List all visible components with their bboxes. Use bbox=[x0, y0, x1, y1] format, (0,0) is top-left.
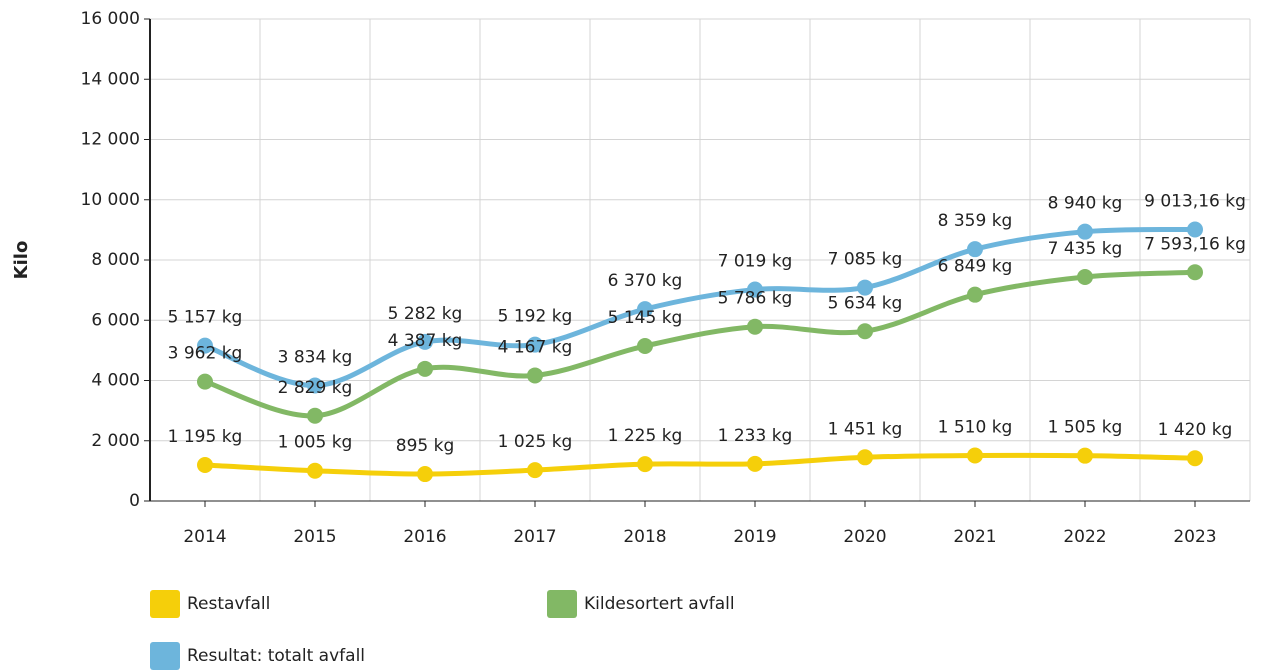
data-label: 9 013,16 kg bbox=[1144, 191, 1246, 211]
data-label: 1 225 kg bbox=[608, 426, 683, 446]
y-tick-label: 2 000 bbox=[91, 431, 140, 451]
data-point bbox=[417, 333, 433, 350]
x-tick-label: 2016 bbox=[403, 527, 446, 547]
data-point bbox=[417, 466, 433, 483]
y-tick-label: 12 000 bbox=[81, 130, 140, 150]
data-point bbox=[857, 449, 873, 466]
data-point bbox=[967, 286, 983, 303]
data-label: 4 387 kg bbox=[388, 331, 463, 351]
data-label: 8 940 kg bbox=[1048, 194, 1123, 214]
data-label: 1 420 kg bbox=[1158, 420, 1233, 440]
x-tick-label: 2015 bbox=[293, 527, 336, 547]
data-label: 5 145 kg bbox=[608, 308, 683, 328]
y-tick-label: 14 000 bbox=[81, 69, 140, 89]
y-tick-label: 6 000 bbox=[91, 310, 140, 330]
data-label: 6 849 kg bbox=[938, 257, 1013, 277]
data-point bbox=[967, 241, 983, 258]
data-point bbox=[747, 318, 763, 335]
legend-label: Resultat: totalt avfall bbox=[187, 646, 365, 666]
data-point bbox=[857, 279, 873, 296]
data-label: 7 019 kg bbox=[718, 252, 793, 272]
legend-swatch bbox=[547, 590, 577, 618]
data-point bbox=[307, 462, 323, 479]
data-label: 3 834 kg bbox=[278, 348, 353, 368]
legend-label: Restavfall bbox=[187, 594, 270, 614]
data-point bbox=[197, 337, 213, 354]
y-tick-label: 0 bbox=[129, 491, 140, 511]
data-point bbox=[1187, 221, 1203, 238]
data-point bbox=[1077, 269, 1093, 286]
x-tick-label: 2021 bbox=[953, 527, 996, 547]
y-tick-label: 16 000 bbox=[81, 9, 140, 29]
data-label: 2 829 kg bbox=[278, 378, 353, 398]
data-label: 1 510 kg bbox=[938, 418, 1013, 438]
x-tick-label: 2014 bbox=[183, 527, 226, 547]
series-line bbox=[204, 269, 1196, 419]
data-label: 8 359 kg bbox=[938, 211, 1013, 231]
data-label: 4 167 kg bbox=[498, 337, 573, 357]
data-point bbox=[1187, 450, 1203, 467]
data-point bbox=[637, 456, 653, 473]
data-label: 1 195 kg bbox=[168, 427, 243, 447]
y-tick-label: 8 000 bbox=[91, 250, 140, 270]
data-point bbox=[747, 281, 763, 298]
data-label: 3 962 kg bbox=[168, 344, 243, 364]
data-label: 6 370 kg bbox=[608, 271, 683, 291]
data-label: 5 282 kg bbox=[388, 304, 463, 324]
data-label: 7 593,16 kg bbox=[1144, 234, 1246, 254]
data-label: 1 505 kg bbox=[1048, 418, 1123, 438]
data-label: 7 435 kg bbox=[1048, 239, 1123, 259]
series-line bbox=[204, 452, 1196, 477]
data-point bbox=[417, 360, 433, 377]
data-point bbox=[527, 367, 543, 384]
data-point bbox=[1077, 447, 1093, 464]
series-line bbox=[204, 226, 1196, 389]
x-tick-label: 2020 bbox=[843, 527, 886, 547]
data-point bbox=[307, 377, 323, 394]
x-tick-label: 2022 bbox=[1063, 527, 1106, 547]
data-label: 1 233 kg bbox=[718, 426, 793, 446]
x-tick-label: 2018 bbox=[623, 527, 666, 547]
data-label: 1 005 kg bbox=[278, 433, 353, 453]
data-point bbox=[967, 447, 983, 464]
data-point bbox=[307, 407, 323, 424]
data-point bbox=[527, 336, 543, 353]
x-tick-label: 2017 bbox=[513, 527, 556, 547]
data-point bbox=[747, 455, 763, 472]
data-label: 5 634 kg bbox=[828, 293, 903, 313]
data-label: 5 786 kg bbox=[718, 289, 793, 309]
data-point bbox=[197, 373, 213, 390]
data-point bbox=[527, 462, 543, 479]
x-tick-label: 2019 bbox=[733, 527, 776, 547]
legend-label: Kildesortert avfall bbox=[584, 594, 735, 614]
y-tick-label: 4 000 bbox=[91, 371, 140, 391]
data-point bbox=[637, 301, 653, 318]
data-point bbox=[857, 323, 873, 340]
data-label: 5 192 kg bbox=[498, 307, 573, 327]
data-label: 895 kg bbox=[396, 436, 455, 456]
data-label: 1 451 kg bbox=[828, 419, 903, 439]
data-point bbox=[1077, 223, 1093, 240]
data-label: 7 085 kg bbox=[828, 250, 903, 270]
data-point bbox=[637, 338, 653, 355]
legend-swatch bbox=[150, 642, 180, 670]
data-label: 5 157 kg bbox=[168, 308, 243, 328]
y-axis-label: Kilo bbox=[11, 241, 32, 280]
data-point bbox=[197, 457, 213, 474]
y-tick-label: 10 000 bbox=[81, 190, 140, 210]
data-point bbox=[1187, 264, 1203, 281]
legend-swatch bbox=[150, 590, 180, 618]
x-tick-label: 2023 bbox=[1173, 527, 1216, 547]
data-label: 1 025 kg bbox=[498, 432, 573, 452]
